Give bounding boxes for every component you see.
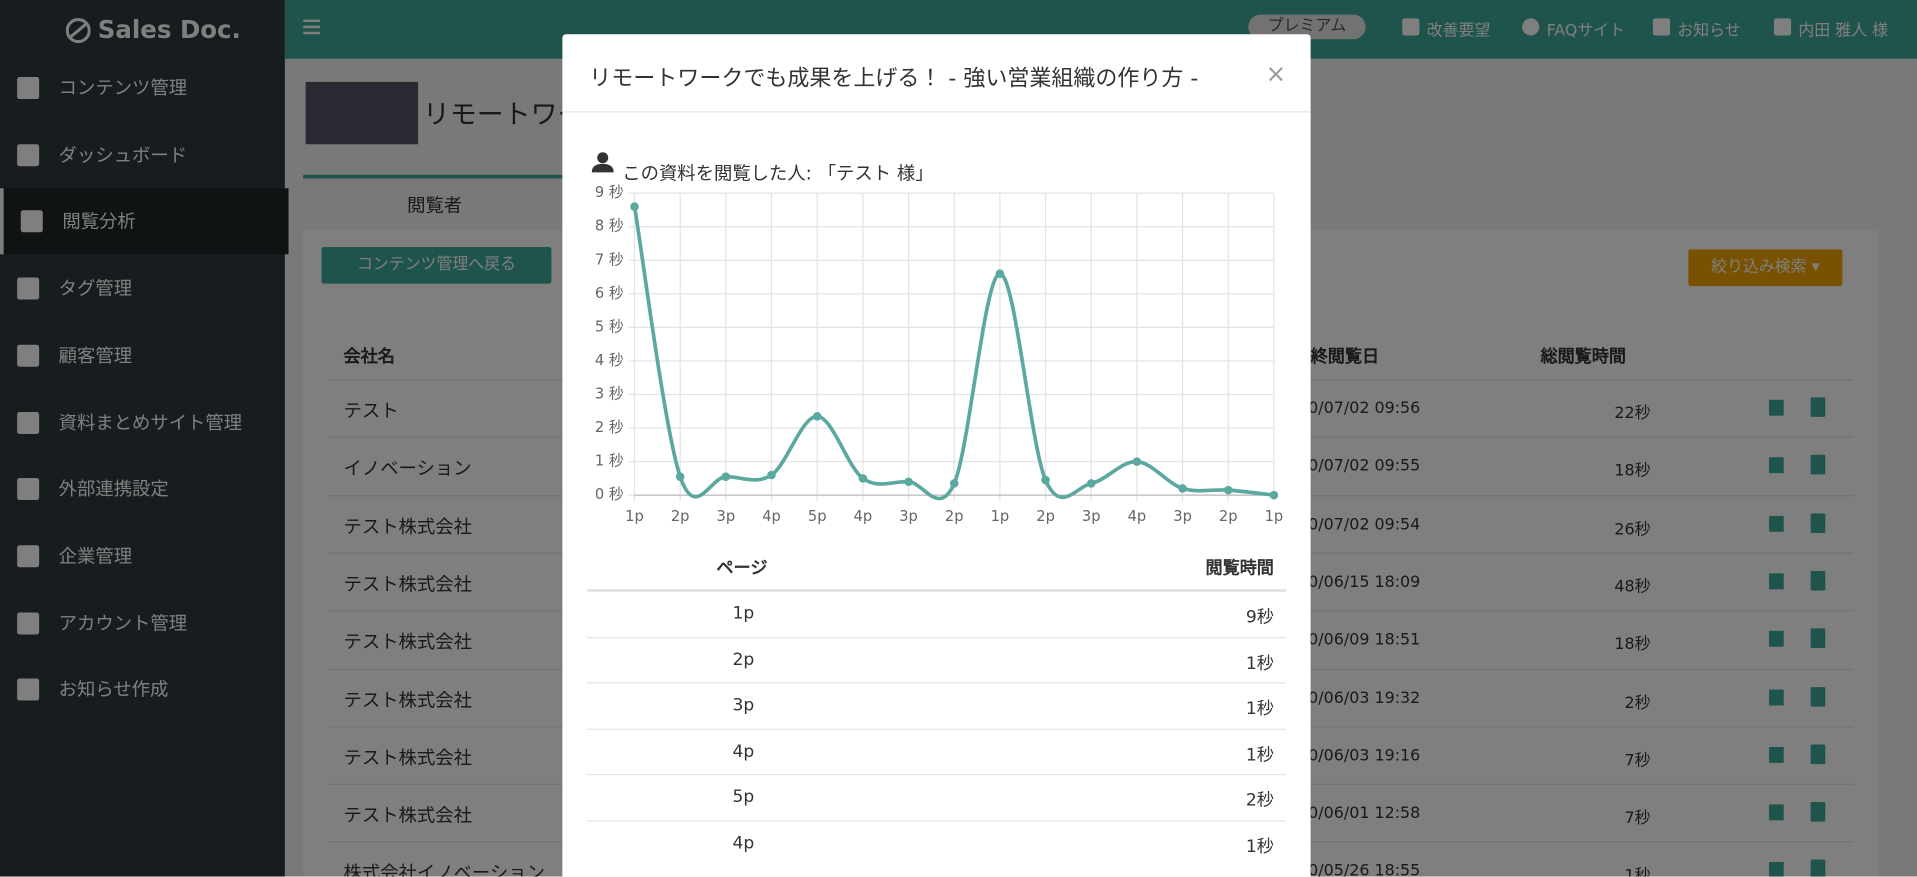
divider bbox=[562, 111, 1311, 113]
table-row: 4p 1秒 bbox=[586, 728, 1287, 774]
point bbox=[1178, 484, 1187, 493]
time: 1秒 bbox=[1245, 653, 1274, 674]
x-tick-label: 1p bbox=[625, 508, 644, 525]
x-tick-label: 3p bbox=[717, 508, 736, 525]
x-tick-label: 2p bbox=[945, 508, 964, 525]
chart: 0 秒 1 秒 2 秒 3 秒 4 秒 5 秒 6 秒 7 秒 8 秒 9 秒 1p 2p 3p 4p 5p… bbox=[595, 184, 1284, 525]
table-row: 2p 1秒 bbox=[586, 636, 1287, 682]
x-tick-label: 1p bbox=[1265, 508, 1284, 525]
time: 1秒 bbox=[1245, 699, 1274, 719]
page: 5p bbox=[732, 787, 755, 807]
y-tick-label: 0 秒 bbox=[595, 486, 624, 503]
page: 3p bbox=[732, 695, 755, 716]
x-tick-label: 5p bbox=[808, 508, 827, 525]
table-row: 3p 1秒 bbox=[586, 682, 1287, 728]
point bbox=[767, 470, 776, 480]
x-tick-label: 4p bbox=[762, 508, 781, 525]
modal-title: リモートワークでも成果を上げる！ - 強い営業組織の作り方 - bbox=[589, 66, 1199, 92]
point bbox=[1223, 485, 1233, 495]
y-tick-label: 9 秒 bbox=[595, 184, 624, 201]
time: 9秒 bbox=[1245, 607, 1274, 628]
point bbox=[630, 202, 639, 211]
point bbox=[721, 472, 731, 481]
y-tick-label: 4 秒 bbox=[595, 352, 624, 369]
point bbox=[1132, 457, 1142, 466]
time: 1秒 bbox=[1245, 745, 1274, 765]
y-tick-label: 2 秒 bbox=[595, 419, 624, 436]
y-tick-label: 1 秒 bbox=[595, 453, 624, 470]
viewer: この資料を閲覧した人: 「テスト 様」 bbox=[622, 162, 934, 185]
time: 1秒 bbox=[1245, 836, 1274, 857]
person-icon bbox=[591, 152, 614, 173]
page: 4p bbox=[732, 741, 755, 762]
y-tick-label: 8 秒 bbox=[595, 218, 624, 235]
point bbox=[1041, 475, 1050, 485]
table-row: 4p 1秒 bbox=[586, 819, 1287, 866]
y-tick-label: 6 秒 bbox=[595, 285, 624, 302]
close-button[interactable]: × bbox=[1265, 58, 1287, 89]
page: 2p bbox=[732, 649, 755, 670]
point bbox=[1269, 490, 1279, 500]
point bbox=[812, 412, 822, 421]
x-tick-label: 3p bbox=[899, 508, 918, 525]
column-header: 閲覧時間 bbox=[1205, 558, 1274, 579]
x-tick-label: 4p bbox=[1128, 508, 1147, 525]
y-tick-label: 7 秒 bbox=[595, 251, 624, 268]
y-tick-label: 5 秒 bbox=[595, 318, 624, 335]
point bbox=[995, 269, 1005, 278]
table-row: 5p 2秒 bbox=[586, 773, 1287, 820]
point bbox=[858, 474, 868, 483]
x-tick-label: 2p bbox=[1219, 508, 1238, 525]
modal: リモートワークでも成果を上げる！ - 強い営業組織の作り方 - × この資料を閲… bbox=[562, 34, 1311, 877]
x-tick-label: 1p bbox=[991, 508, 1010, 525]
point bbox=[675, 472, 685, 481]
x-tick-label: 2p bbox=[671, 508, 690, 525]
point bbox=[949, 479, 959, 488]
point bbox=[904, 477, 913, 487]
x-tick-label: 3p bbox=[1082, 508, 1101, 525]
point bbox=[1086, 479, 1096, 488]
x-tick-label: 2p bbox=[1036, 508, 1055, 525]
table-row: 1p 9秒 bbox=[586, 590, 1287, 637]
x-tick-label: 3p bbox=[1173, 508, 1192, 525]
page: 4p bbox=[732, 833, 755, 853]
column-header: ページ bbox=[716, 558, 768, 579]
y-tick-label: 3 秒 bbox=[595, 385, 624, 402]
x-tick-label: 4p bbox=[854, 508, 873, 525]
page: 1p bbox=[732, 603, 755, 624]
time: 2秒 bbox=[1245, 791, 1274, 811]
table-header-row: ページ 閲覧時間 bbox=[587, 548, 1286, 593]
